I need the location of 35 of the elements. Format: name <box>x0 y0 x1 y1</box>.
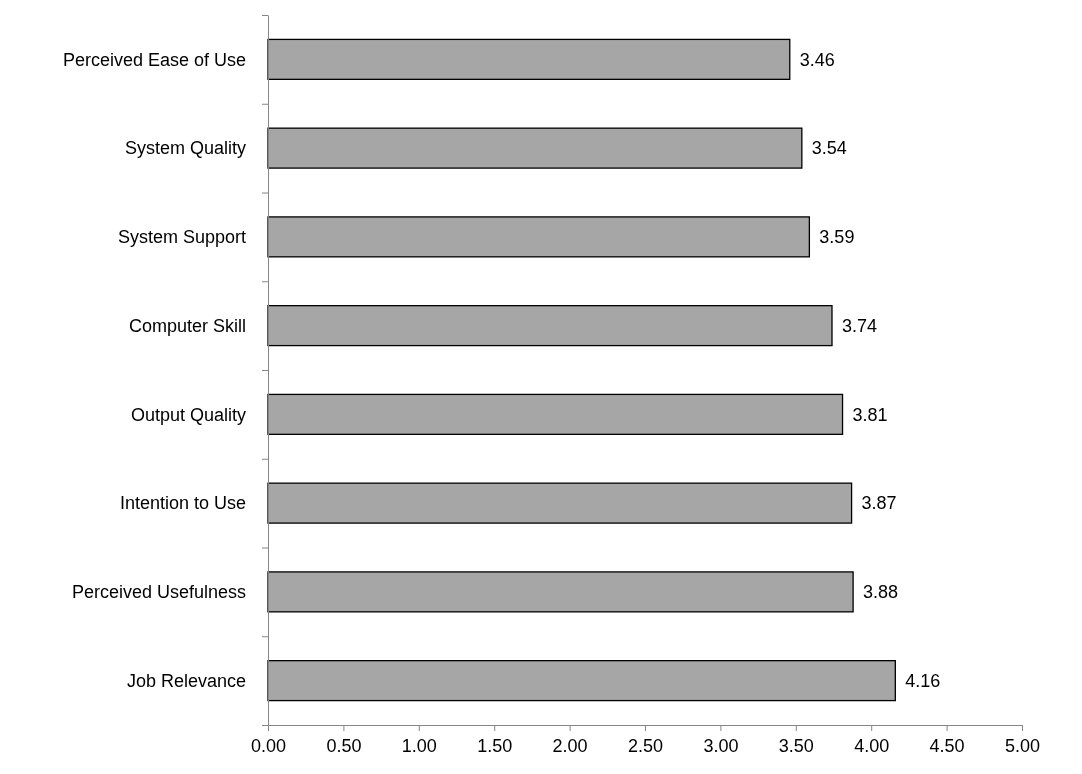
data-label: 3.81 <box>852 404 888 425</box>
bar <box>267 482 853 524</box>
bar <box>267 305 833 347</box>
y-tick-label: Computer Skill <box>128 315 246 336</box>
y-tick-label: System Quality <box>124 138 246 159</box>
x-tick-label: 1.50 <box>477 735 513 756</box>
x-tick-label: 4.00 <box>854 735 890 756</box>
data-label: 3.88 <box>863 582 899 603</box>
y-tick-label: System Support <box>117 227 246 248</box>
bar <box>267 127 803 169</box>
x-tick-label: 5.00 <box>1004 735 1041 756</box>
bar <box>267 660 896 702</box>
x-tick-label: 3.50 <box>778 735 814 756</box>
bar <box>267 216 811 258</box>
data-label: 3.74 <box>841 315 878 336</box>
x-tick-label: 1.00 <box>401 735 437 756</box>
x-tick-label: 0.00 <box>250 735 287 756</box>
y-tick-label: Intention to Use <box>119 493 246 514</box>
y-tick-label: Perceived Usefulness <box>71 582 246 603</box>
y-tick-label: Perceived Ease of Use <box>62 49 246 70</box>
data-label: 4.16 <box>905 670 941 691</box>
x-tick-label: 3.00 <box>703 735 739 756</box>
x-tick-label: 2.00 <box>552 735 588 756</box>
data-label: 3.54 <box>811 138 847 159</box>
x-tick-label: 0.50 <box>326 735 362 756</box>
data-label: 3.87 <box>861 493 897 514</box>
y-tick-label: Job Relevance <box>126 670 246 691</box>
bar <box>267 571 854 613</box>
y-tick-label: Output Quality <box>130 404 246 425</box>
x-tick-label: 4.50 <box>929 735 965 756</box>
x-tick-label: 2.50 <box>627 735 664 756</box>
data-label: 3.46 <box>799 49 835 70</box>
bar <box>267 38 791 80</box>
bar <box>267 393 844 435</box>
data-label: 3.59 <box>819 227 855 248</box>
